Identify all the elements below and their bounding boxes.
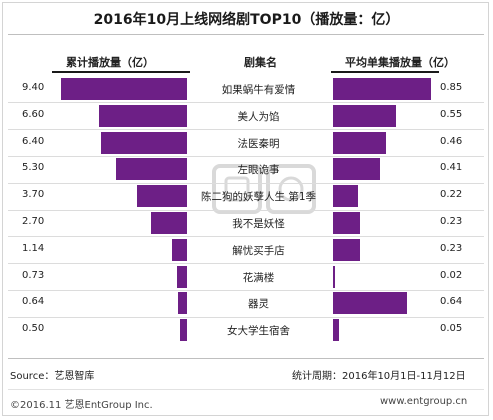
footer-bottom-separator xyxy=(8,389,484,390)
right-bar xyxy=(333,319,339,342)
row-divider xyxy=(8,263,484,265)
left-value-label: 1.14 xyxy=(22,242,45,254)
period-label: 统计周期：2016年10月1日-11月12日 xyxy=(292,371,466,382)
left-bar xyxy=(171,238,187,261)
row-divider xyxy=(8,316,484,318)
right-value-label: 0.02 xyxy=(440,269,463,281)
left-bar xyxy=(98,104,187,127)
drama-name-label: 左眼诡事 xyxy=(237,164,280,177)
row-divider xyxy=(8,290,484,291)
chart-title: 2016年10月上线网络剧TOP10（播放量：亿） xyxy=(93,12,400,28)
left-value-label: 2.70 xyxy=(22,216,45,227)
row-divider xyxy=(8,209,484,211)
left-value-label: 9.40 xyxy=(22,82,45,93)
right-column-header: 平均单集播放量（亿） xyxy=(345,56,455,69)
left-column-header: 累计播放量（亿） xyxy=(66,56,154,69)
right-bar xyxy=(333,185,359,208)
right-bar xyxy=(333,131,387,154)
right-bar xyxy=(333,158,381,181)
chart-frame xyxy=(2,2,489,416)
left-value-label: 6.60 xyxy=(22,108,45,120)
drama-name-label: 如果蜗牛有爱情 xyxy=(221,84,296,96)
left-value-label: 0.64 xyxy=(22,296,45,308)
left-header-rule xyxy=(52,71,190,73)
copyright-label: ©2016.11 艺恩EntGroup Inc. xyxy=(10,400,153,411)
left-bar xyxy=(61,78,187,100)
left-bar xyxy=(115,158,187,181)
left-value-label: 0.73 xyxy=(22,269,45,281)
right-bar xyxy=(333,212,360,234)
drama-name-label: 女大学生宿舍 xyxy=(227,325,290,338)
drama-name-label: 解忧买手店 xyxy=(232,244,285,257)
left-value-label: 3.70 xyxy=(22,189,45,201)
drama-name-label: 器灵 xyxy=(248,298,269,311)
right-value-label: 0.05 xyxy=(440,323,463,335)
row-divider xyxy=(8,156,484,157)
left-value-label: 5.30 xyxy=(22,162,45,174)
right-value-label: 0.23 xyxy=(440,216,463,227)
right-bar xyxy=(333,238,360,261)
right-bar xyxy=(333,104,397,127)
left-bar xyxy=(178,292,187,315)
drama-name-label: 美人为馅 xyxy=(237,110,280,123)
drama-name-label: 我不是妖怪 xyxy=(232,218,285,230)
row-divider xyxy=(8,129,484,131)
left-bar xyxy=(101,131,187,154)
right-value-label: 0.23 xyxy=(440,242,463,254)
right-value-label: 0.22 xyxy=(440,189,463,201)
website-link[interactable]: www.entgroup.cn xyxy=(380,396,468,407)
left-bar xyxy=(137,185,187,208)
source-label: Source：艺恩智库 xyxy=(10,371,95,382)
drama-name-label: 花满楼 xyxy=(242,271,275,284)
entgroup-watermark-logo xyxy=(212,164,316,214)
left-bar xyxy=(150,212,187,234)
drama-name-label: 法医秦明 xyxy=(237,137,280,150)
right-bar xyxy=(333,78,431,100)
left-bar xyxy=(180,319,187,342)
center-column-header: 剧集名 xyxy=(244,56,277,69)
right-value-label: 0.64 xyxy=(440,296,463,308)
footer-separator xyxy=(8,358,484,359)
right-value-label: 0.46 xyxy=(440,135,463,147)
row-divider xyxy=(8,102,484,104)
row-divider xyxy=(8,182,484,184)
left-value-label: 0.50 xyxy=(22,323,45,335)
left-value-label: 6.40 xyxy=(22,135,45,147)
right-value-label: 0.55 xyxy=(440,108,463,120)
right-bar xyxy=(333,265,336,288)
title-separator xyxy=(8,34,484,35)
left-bar xyxy=(177,265,187,288)
right-bar xyxy=(333,292,407,315)
right-value-label: 0.85 xyxy=(440,82,463,93)
row-divider xyxy=(8,236,484,238)
right-header-rule xyxy=(331,71,439,73)
right-value-label: 0.41 xyxy=(440,162,463,174)
drama-name-label: 陈二狗的妖孽人生 第1季 xyxy=(200,191,317,204)
